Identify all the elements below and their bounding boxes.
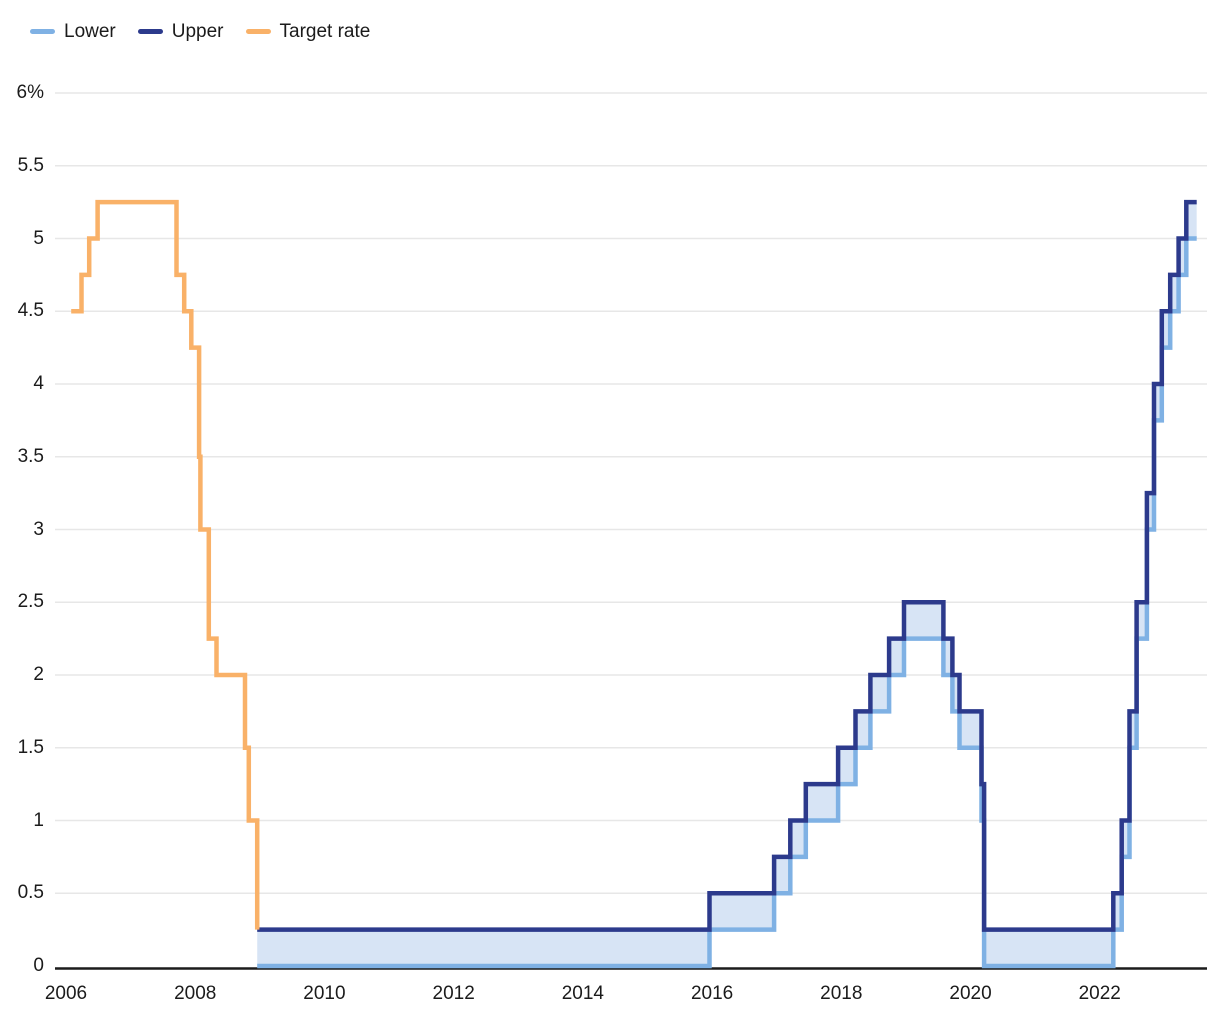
x-tick-label: 2018 [820,983,863,1004]
y-tick-label: 0 [33,955,44,976]
chart-legend: Lower Upper Target rate [30,22,370,41]
legend-item-lower: Lower [30,22,116,41]
x-tick-label: 2020 [949,983,992,1004]
legend-label-lower: Lower [64,21,116,42]
y-tick-label: 3 [33,518,44,540]
x-tick-label: 2008 [174,983,217,1004]
target-rate-series-swatch-icon [245,29,271,34]
y-tick-label: 2.5 [17,591,44,613]
lower-line [257,236,1197,969]
x-tick-label: 2014 [561,983,604,1004]
legend-item-upper: Upper [137,21,224,42]
legend-item-target-rate: Target rate [245,21,371,42]
y-tick-label: 1.5 [17,736,44,758]
x-tick-label: 2010 [303,983,346,1004]
x-tick-label: 2022 [1078,983,1121,1004]
legend-label-target-rate: Target rate [279,21,371,42]
range-band-fill [257,202,1197,966]
upper-line [257,199,1197,932]
lower-series-swatch-icon [30,29,55,34]
x-tick-label: 2012 [432,983,475,1004]
y-tick-label: 3.5 [17,445,44,467]
x-tick-label: 2016 [690,983,734,1004]
y-tick-label: 2 [33,664,44,685]
x-tick-label: 2006 [44,983,88,1004]
y-tick-label: 5.5 [17,154,44,176]
y-tick-label: 0.5 [17,882,44,904]
y-tick-label: 1 [33,809,44,831]
target-rate-line [71,199,260,930]
y-tick-label: 4.5 [17,300,44,322]
y-tick-label: 6% [16,82,44,103]
legend-label-upper: Upper [171,21,224,42]
y-tick-label: 4 [33,373,44,394]
upper-series-swatch-icon [137,29,163,34]
y-tick-label: 5 [33,227,44,249]
